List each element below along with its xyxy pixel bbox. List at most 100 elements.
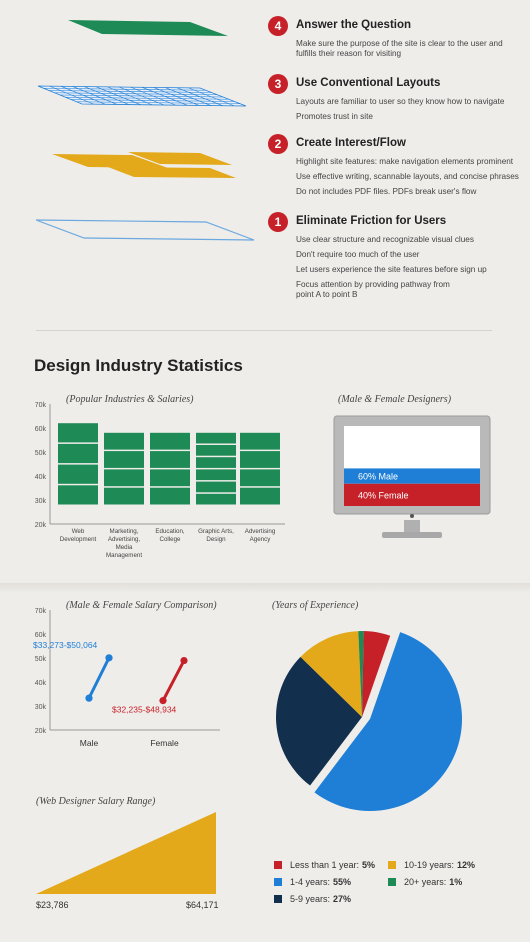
- bar: [150, 432, 190, 505]
- legend-swatch: [388, 861, 396, 869]
- pie-slice: [276, 656, 362, 786]
- category-label: Management: [106, 552, 142, 559]
- legend-label: Less than 1 year:: [290, 860, 360, 870]
- y-tick-label: 50k: [35, 450, 47, 457]
- step-number-badge: 1: [268, 212, 288, 232]
- divider: [36, 330, 492, 331]
- step-title: Eliminate Friction for Users: [296, 215, 447, 227]
- step-detail: Let users experience the site features b…: [296, 265, 487, 274]
- salary-range-line: [159, 656, 188, 705]
- y-tick-label: 50k: [35, 656, 47, 663]
- category-label: Male: [80, 738, 99, 748]
- category-label: Graphic Arts,: [198, 528, 234, 535]
- layer-yellow: [52, 152, 236, 178]
- pie-slice: [358, 631, 364, 717]
- y-tick-label: 30k: [35, 498, 47, 505]
- legend-item: 5-9 years: 27%: [274, 894, 351, 904]
- step-detail: point A to point B: [296, 290, 358, 299]
- step-detail: Do not includes PDF files. PDFs break us…: [296, 187, 477, 196]
- step-detail: fulfills their reason for visiting: [296, 49, 402, 58]
- monitor-neck: [404, 520, 420, 532]
- power-button: [410, 514, 414, 518]
- bar: [240, 432, 280, 505]
- legend-item: 20+ years: 1%: [388, 877, 462, 887]
- industries-chart-title: (Popular Industries & Salaries): [66, 394, 194, 405]
- salary-range-max: $64,171: [186, 900, 219, 910]
- legend-value: 27%: [333, 894, 352, 904]
- step-detail: Promotes trust in site: [296, 112, 373, 121]
- designers-chart-title: (Male & Female Designers): [338, 394, 452, 405]
- legend-swatch: [274, 895, 282, 903]
- female-share-bar: [344, 483, 480, 506]
- legend-value: 55%: [333, 877, 352, 887]
- layer-green: [68, 20, 228, 36]
- legend-item: 1-4 years: 55%: [274, 877, 351, 887]
- category-label: Agency: [250, 536, 272, 543]
- category-label: Web: [72, 528, 85, 535]
- legend-swatch: [274, 861, 282, 869]
- salary-range-title: (Web Designer Salary Range): [36, 796, 156, 807]
- designers-monitor-chart: 60% Male 40% Female: [333, 415, 491, 538]
- layer-outline: [35, 219, 255, 241]
- category-label: Marketing,: [110, 528, 139, 535]
- step-detail: Focus attention by providing pathway fro…: [296, 280, 450, 289]
- step-detail: Don't require too much of the user: [296, 250, 420, 259]
- legend-item: Less than 1 year: 5%: [274, 860, 375, 870]
- category-label: Female: [150, 738, 179, 748]
- salary-range-min: $23,786: [36, 900, 69, 910]
- pie-slice: [362, 631, 391, 717]
- salary-comparison-title: (Male & Female Salary Comparison): [66, 600, 217, 611]
- experience-chart-title: (Years of Experience): [272, 600, 359, 611]
- category-label: Development: [60, 536, 97, 543]
- step-number-badge: 4: [268, 16, 288, 36]
- legend-label: 10-19 years:: [404, 860, 455, 870]
- layer-illustrations: [35, 20, 255, 241]
- layer-blue-grid: [37, 85, 247, 107]
- pie-slice: [300, 631, 362, 717]
- fold-shadow: [0, 583, 530, 593]
- legend-value: 1%: [449, 877, 463, 887]
- legend-label: 5-9 years:: [290, 894, 331, 904]
- y-tick-label: 60k: [35, 426, 47, 433]
- female-share-label: 40% Female: [358, 490, 409, 500]
- salary-range-label: $33,273-$50,064: [33, 640, 98, 650]
- salary-range-line: [85, 654, 113, 702]
- y-tick-label: 20k: [35, 728, 47, 735]
- y-tick-label: 30k: [35, 704, 47, 711]
- category-label: Advertising: [245, 528, 276, 535]
- male-share-bar: [344, 468, 480, 484]
- y-tick-label: 40k: [35, 680, 47, 687]
- category-label: Advertising,: [108, 536, 141, 543]
- step-title: Create Interest/Flow: [296, 137, 406, 149]
- bar: [196, 432, 236, 505]
- bar: [104, 432, 144, 505]
- step-detail: Use effective writing, scannable layouts…: [296, 172, 519, 181]
- category-label: Media: [116, 544, 133, 551]
- step-number-badge: 2: [268, 134, 288, 154]
- legend-item: 10-19 years: 12%: [388, 860, 475, 870]
- legend-label: 20+ years:: [404, 877, 447, 887]
- pie-slice: [314, 632, 462, 811]
- step-title: Answer the Question: [296, 19, 412, 31]
- category-label: College: [160, 536, 182, 543]
- y-tick-label: 60k: [35, 632, 47, 639]
- male-share-label: 60% Male: [358, 472, 398, 482]
- step-detail: Use clear structure and recognizable vis…: [296, 235, 474, 244]
- y-tick-label: 40k: [35, 474, 47, 481]
- y-tick-label: 70k: [35, 608, 47, 615]
- category-label: Design: [206, 536, 226, 543]
- y-tick-label: 70k: [35, 402, 47, 409]
- bar: [58, 423, 98, 505]
- experience-pie-chart: [276, 631, 462, 811]
- stats-title: Design Industry Statistics: [34, 356, 243, 375]
- step-detail: Highlight site features: make navigation…: [296, 157, 514, 166]
- y-tick-label: 20k: [35, 522, 47, 529]
- salary-range-wedge: [36, 812, 216, 894]
- step-number-badge: 3: [268, 74, 288, 94]
- step-detail: Layouts are familiar to user so they kno…: [296, 97, 505, 106]
- monitor-stand: [382, 532, 442, 538]
- legend-value: 12%: [457, 860, 476, 870]
- legend-swatch: [388, 878, 396, 886]
- legend-value: 5%: [362, 860, 376, 870]
